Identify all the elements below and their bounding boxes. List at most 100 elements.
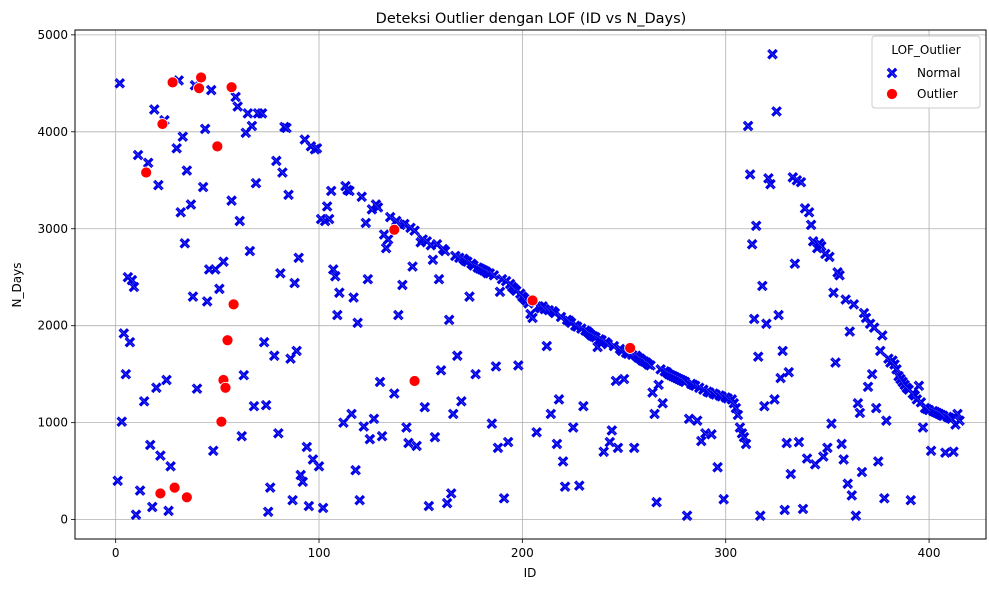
outlier-point — [219, 381, 232, 394]
outlier-point — [140, 166, 153, 179]
outlier-point — [166, 76, 179, 89]
normal-point — [809, 459, 821, 470]
normal-point — [608, 340, 620, 352]
normal-point — [502, 436, 514, 448]
normal-point — [179, 237, 191, 249]
normal-point — [293, 252, 305, 264]
normal-point — [443, 314, 455, 326]
normal-point — [850, 510, 862, 522]
normal-point — [151, 382, 162, 394]
normal-point — [185, 199, 197, 210]
series-normal — [112, 48, 965, 522]
x-tick-label: 100 — [308, 546, 331, 560]
normal-point — [744, 169, 756, 180]
normal-point — [323, 213, 335, 225]
x-tick-label: 0 — [112, 546, 120, 560]
normal-point — [244, 245, 256, 257]
normal-point — [852, 397, 864, 409]
normal-point — [531, 427, 542, 438]
normal-point — [175, 206, 187, 218]
normal-point — [301, 441, 313, 453]
normal-point — [559, 481, 571, 492]
normal-point — [250, 177, 262, 189]
normal-point — [917, 422, 929, 433]
normal-point — [881, 415, 892, 427]
normal-point — [657, 397, 669, 409]
normal-point — [181, 165, 193, 176]
normal-point — [268, 350, 280, 362]
normal-point — [488, 269, 500, 281]
normal-point — [628, 442, 640, 454]
normal-point — [205, 84, 217, 96]
normal-point — [329, 270, 341, 282]
normal-point — [201, 296, 213, 307]
normal-point — [382, 234, 394, 245]
normal-point — [854, 407, 866, 419]
normal-point — [138, 395, 150, 407]
normal-point — [856, 466, 868, 478]
legend-label-normal: Normal — [917, 66, 960, 80]
normal-point — [954, 415, 965, 427]
y-tick-label: 4000 — [37, 125, 68, 139]
normal-point — [313, 460, 325, 472]
normal-point — [262, 506, 274, 518]
normal-point — [573, 480, 585, 492]
normal-point — [291, 345, 302, 357]
normal-point — [826, 418, 837, 429]
normal-point — [153, 179, 164, 191]
normal-point — [822, 442, 833, 454]
normal-point — [258, 336, 270, 348]
legend: LOF_Outlier Normal Outlier — [871, 35, 981, 109]
normal-point — [801, 453, 813, 464]
normal-point — [691, 415, 703, 427]
normal-point — [134, 485, 146, 496]
normal-point — [352, 317, 363, 329]
normal-point — [527, 312, 538, 324]
normal-point — [870, 402, 882, 414]
normal-point — [553, 394, 565, 405]
normal-point — [317, 502, 329, 514]
normal-point — [429, 431, 441, 443]
normal-point — [419, 401, 431, 413]
normal-point — [380, 242, 392, 254]
y-tick-labels: 0 1000 2000 3000 4000 5000 — [37, 28, 75, 527]
normal-point — [610, 375, 622, 387]
normal-point — [777, 345, 788, 357]
normal-point — [144, 439, 156, 451]
normal-point — [427, 254, 439, 266]
outlier-point — [168, 481, 181, 494]
normal-point — [407, 261, 418, 272]
normal-point — [362, 273, 374, 285]
normal-point — [939, 447, 951, 459]
normal-point — [498, 492, 510, 504]
legend-x-icon — [886, 67, 898, 79]
normal-point — [683, 413, 695, 425]
series-outlier — [140, 71, 637, 504]
normal-point — [862, 381, 874, 393]
normal-point — [767, 48, 778, 60]
normal-point — [132, 149, 144, 161]
normal-point — [165, 460, 176, 472]
normal-point — [793, 436, 805, 448]
normal-point — [803, 206, 815, 218]
normal-point — [321, 201, 333, 212]
normal-point — [769, 394, 780, 405]
normal-point — [295, 469, 307, 481]
normal-point — [146, 501, 158, 513]
normal-point — [403, 437, 414, 449]
normal-point — [732, 409, 744, 421]
normal-point — [112, 475, 124, 487]
normal-point — [187, 291, 199, 302]
normal-point — [681, 510, 693, 522]
normal-point — [148, 104, 160, 115]
normal-point — [303, 500, 315, 512]
legend-dot-icon — [886, 88, 898, 100]
normal-point — [545, 408, 557, 420]
normal-point — [759, 400, 770, 412]
x-axis-label: ID — [524, 566, 537, 580]
x-tick-labels: 0 100 200 300 400 — [112, 539, 941, 560]
normal-point — [155, 450, 166, 461]
normal-point — [236, 430, 248, 442]
normal-point — [805, 219, 817, 231]
normal-point — [834, 269, 845, 281]
